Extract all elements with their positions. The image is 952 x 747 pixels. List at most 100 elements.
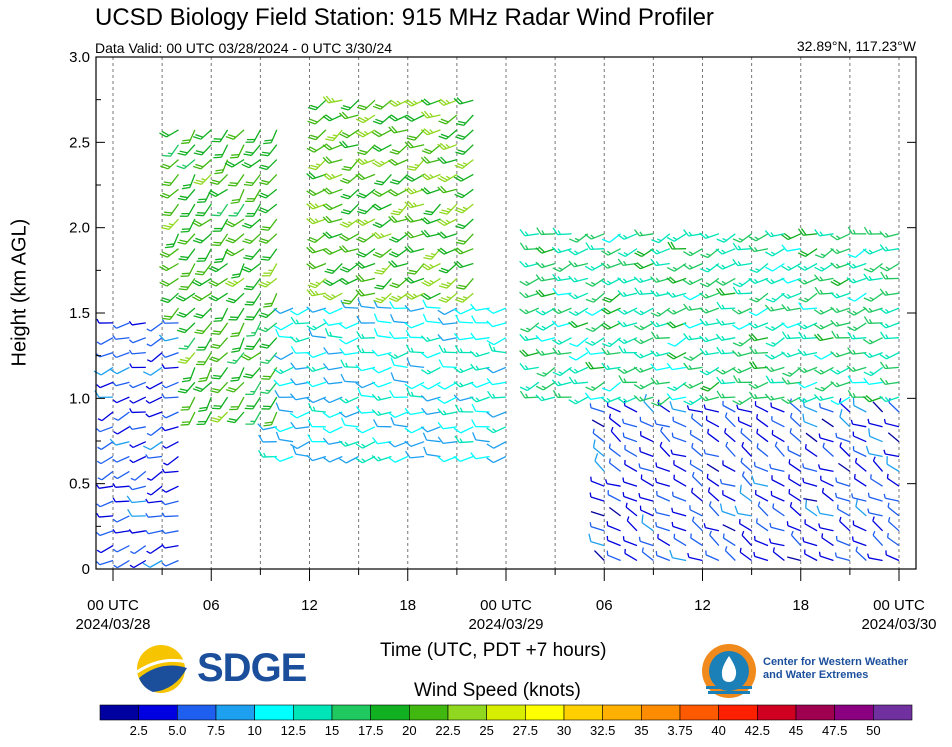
wind-barb: [535, 334, 556, 342]
wind-barb: [453, 247, 474, 255]
wind-barb: [551, 379, 572, 387]
wind-barb: [209, 411, 229, 423]
wind-barb: [835, 432, 851, 443]
wind-barb: [769, 463, 785, 473]
wind-barb: [372, 188, 392, 197]
wind-barb: [423, 248, 441, 260]
wind-barb: [339, 129, 359, 139]
colorbar-tick-label: 7.5: [207, 723, 225, 738]
wind-barb: [830, 247, 851, 255]
wind-barb: [420, 156, 441, 164]
wind-barb: [178, 337, 196, 350]
wind-barb: [671, 521, 687, 532]
wind-barb: [863, 316, 883, 324]
wind-barb: [625, 502, 638, 517]
wind-barb: [260, 381, 278, 394]
wind-barb: [673, 533, 687, 547]
wind-barb: [273, 366, 294, 375]
wind-barb: [765, 375, 785, 384]
wind-barb: [770, 490, 785, 502]
wind-barb: [617, 366, 638, 374]
colorbar-tick-label: 22.5: [435, 723, 460, 738]
wind-barb: [835, 535, 851, 547]
wind-barb: [765, 248, 785, 257]
wind-barb: [633, 395, 654, 402]
colorbar-swatch: [254, 704, 294, 721]
wind-barb: [423, 446, 441, 458]
wind-barb: [667, 337, 687, 347]
wind-barb: [585, 381, 605, 392]
wind-barb: [308, 402, 326, 413]
wind-barb: [622, 432, 638, 443]
wind-barb: [764, 352, 785, 360]
colorbar-swatch: [447, 704, 487, 721]
wind-barb: [404, 114, 425, 122]
wind-barb: [769, 522, 785, 532]
wind-barb: [787, 445, 802, 458]
wind-barb: [551, 307, 572, 315]
wind-barb: [423, 203, 441, 216]
wind-barb: [208, 262, 228, 273]
wind-barb: [306, 351, 327, 358]
y-tick-label: 1.0: [69, 390, 90, 407]
wind-barb: [782, 366, 802, 377]
wind-barb: [181, 129, 196, 145]
wind-barb: [371, 129, 392, 138]
wind-barb: [872, 401, 884, 413]
wind-barb: [161, 529, 179, 534]
wind-barb: [872, 456, 884, 472]
wind-barb: [731, 350, 752, 357]
colorbar-tick-label: 3.75: [667, 723, 692, 738]
wind-barb: [261, 396, 278, 410]
wind-barb: [486, 337, 507, 346]
wind-barb: [372, 218, 392, 229]
wind-barb: [633, 351, 654, 359]
wind-barb: [734, 505, 752, 517]
wind-barb: [535, 261, 556, 269]
wind-barb: [372, 437, 392, 445]
wind-barb: [420, 394, 441, 402]
wind-barb: [243, 278, 261, 291]
wind-barb: [455, 233, 474, 245]
wind-barb: [764, 365, 785, 373]
wind-barb: [770, 402, 785, 413]
wind-barb: [765, 292, 785, 303]
wind-barb: [357, 387, 376, 398]
wind-barb: [753, 551, 769, 562]
wind-barb: [161, 543, 179, 549]
x-tick-date: 2024/03/28: [75, 616, 150, 633]
wind-barb: [198, 367, 212, 383]
wind-barb: [803, 498, 818, 502]
wind-barb: [852, 446, 867, 458]
wind-barb: [716, 376, 736, 385]
wind-barb: [607, 490, 621, 502]
wind-barb: [130, 545, 147, 555]
wind-barb: [887, 517, 900, 532]
wind-barb: [798, 292, 818, 303]
wind-barb: [691, 442, 703, 457]
colorbar-swatch: [409, 704, 449, 721]
wind-barb: [243, 366, 261, 379]
wind-barb: [212, 218, 229, 232]
wind-barb: [112, 483, 130, 488]
wind-barb: [438, 277, 458, 289]
wind-barb: [161, 512, 179, 518]
wind-barb: [655, 462, 671, 473]
wind-barb: [830, 319, 851, 327]
wind-barb: [789, 502, 802, 517]
wind-barb: [699, 307, 720, 314]
wind-barb: [814, 262, 834, 272]
wind-barb: [771, 416, 785, 428]
wind-barb: [650, 258, 670, 267]
wind-barb: [830, 396, 851, 405]
wind-barb: [112, 497, 130, 503]
wind-barb: [421, 381, 441, 390]
wind-barb: [356, 315, 376, 324]
wind-barb: [656, 490, 671, 502]
wind-barb: [724, 546, 736, 561]
wind-barb: [420, 187, 441, 195]
wind-barb: [158, 334, 179, 342]
wind-barb: [535, 394, 556, 402]
wind-barb: [689, 429, 703, 443]
wind-barb: [817, 464, 834, 473]
